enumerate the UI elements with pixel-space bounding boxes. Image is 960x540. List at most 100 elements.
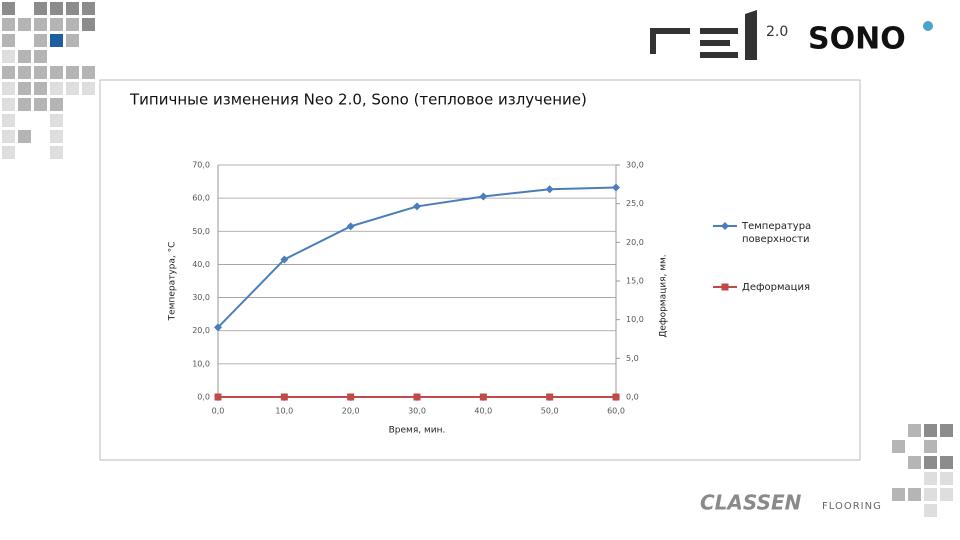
sono-logo: SONO — [808, 22, 906, 57]
marker — [346, 222, 355, 231]
marker — [612, 183, 620, 192]
deco-square — [940, 456, 953, 469]
y-tick-label: 60,0 — [192, 194, 210, 203]
deco-square — [940, 472, 953, 485]
deco-square — [908, 456, 921, 469]
y-tick-label: 10,0 — [192, 359, 210, 368]
classen-logo: CLASSEN — [700, 491, 802, 515]
deco-square — [50, 114, 63, 127]
x-tick-label: 20,0 — [342, 407, 360, 416]
marker — [479, 393, 487, 401]
deco-square — [18, 98, 31, 111]
x-tick-label: 0,0 — [212, 407, 225, 416]
deco-square — [34, 66, 47, 79]
deco-square — [2, 66, 15, 79]
y-tick-label: 0,0 — [197, 393, 210, 402]
y2-tick-label: 20,0 — [626, 238, 644, 247]
deco-square — [66, 34, 79, 47]
marker — [280, 255, 289, 264]
chart-frame — [99, 79, 861, 461]
chart-title: Типичные изменения Neo 2.0, Sono (теплов… — [129, 91, 587, 109]
deco-square — [892, 488, 905, 501]
deco-square — [18, 130, 31, 143]
y-axis-label: Температура, °C — [168, 242, 178, 322]
deco-square — [892, 440, 905, 453]
marker — [721, 283, 729, 291]
deco-square — [924, 472, 937, 485]
deco-square — [18, 66, 31, 79]
marker — [280, 393, 288, 401]
deco-square — [924, 456, 937, 469]
deco-square — [66, 82, 79, 95]
deco-square — [66, 66, 79, 79]
x-tick-label: 60,0 — [607, 407, 625, 416]
deco-square — [2, 18, 15, 31]
deco-square — [2, 34, 15, 47]
y2-tick-label: 5,0 — [626, 354, 639, 363]
deco-square — [50, 82, 63, 95]
marker — [413, 393, 421, 401]
deco-square — [2, 130, 15, 143]
y-tick-label: 70,0 — [192, 161, 210, 170]
marker — [545, 185, 554, 194]
x-tick-label: 40,0 — [474, 407, 492, 416]
deco-square — [34, 2, 47, 15]
marker — [347, 393, 355, 401]
y-tick-label: 20,0 — [192, 326, 210, 335]
deco-square — [924, 424, 937, 437]
deco-square — [34, 98, 47, 111]
deco-square — [50, 18, 63, 31]
deco-square — [2, 50, 15, 63]
marker — [214, 393, 222, 401]
x-tick-label: 50,0 — [541, 407, 559, 416]
deco-square — [50, 34, 63, 47]
deco-square — [940, 488, 953, 501]
deco-square — [66, 18, 79, 31]
deco-square — [18, 18, 31, 31]
version: 2.0 — [766, 24, 788, 40]
y2-tick-label: 15,0 — [626, 277, 644, 286]
y2-tick-label: 25,0 — [626, 199, 644, 208]
deco-square — [18, 50, 31, 63]
y-tick-label: 50,0 — [192, 227, 210, 236]
marker — [612, 393, 620, 401]
deco-square — [50, 2, 63, 15]
deco-square — [66, 2, 79, 15]
deco-square — [82, 82, 95, 95]
y2-tick-label: 30,0 — [626, 161, 644, 170]
deco-square — [50, 146, 63, 159]
deco-square — [2, 82, 15, 95]
deco-square — [924, 504, 937, 517]
x-tick-label: 30,0 — [408, 407, 426, 416]
deco-square — [924, 488, 937, 501]
x-axis-label: Время, мин. — [389, 426, 446, 436]
marker — [413, 202, 421, 211]
y2-tick-label: 0,0 — [626, 393, 639, 402]
y-tick-label: 40,0 — [192, 260, 210, 269]
deco-square — [34, 50, 47, 63]
deco-square — [82, 18, 95, 31]
deco-square — [18, 82, 31, 95]
deco-square — [924, 440, 937, 453]
deco-square — [908, 424, 921, 437]
marker — [479, 192, 488, 201]
deco-square — [2, 2, 15, 15]
marker — [214, 323, 222, 332]
deco-square — [2, 98, 15, 111]
y2-axis-label: Деформация, мм. — [659, 254, 669, 337]
deco-square — [908, 488, 921, 501]
deco-square — [34, 18, 47, 31]
deco-square — [34, 34, 47, 47]
deco-square — [2, 146, 15, 159]
deco-square — [82, 66, 95, 79]
x-tick-label: 10,0 — [275, 407, 293, 416]
flooring-text: FLOORING — [822, 501, 882, 512]
deco-square — [34, 82, 47, 95]
legend-label: Температура поверхности — [742, 221, 812, 245]
sono-dot — [923, 21, 933, 31]
deco-square — [940, 424, 953, 437]
y-tick-label: 30,0 — [192, 293, 210, 302]
marker — [721, 222, 729, 230]
